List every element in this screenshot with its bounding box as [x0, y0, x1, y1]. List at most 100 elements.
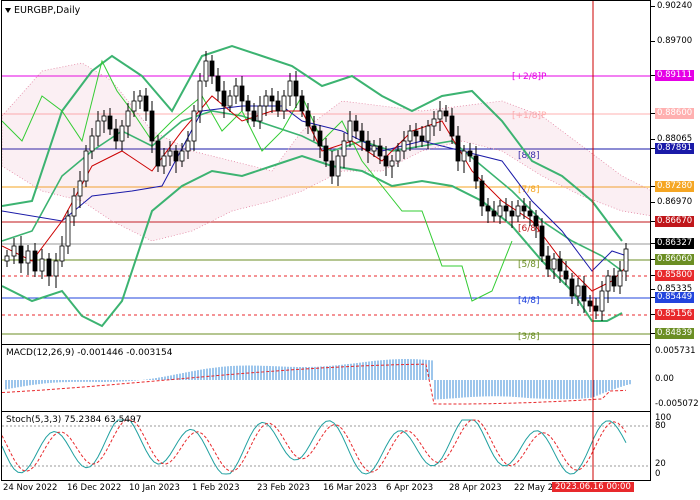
- candle-body: [257, 105, 263, 122]
- candle-body: [197, 80, 203, 112]
- candle-body: [443, 110, 449, 117]
- price-tick: [651, 148, 655, 149]
- candle-body: [617, 270, 623, 287]
- candle-body: [299, 95, 305, 112]
- candle-body: [527, 210, 533, 217]
- candle-body: [39, 258, 45, 272]
- candle-body: [101, 115, 107, 122]
- candle-body: [119, 125, 125, 142]
- candle-body: [479, 180, 485, 207]
- candle-body: [18, 245, 24, 264]
- price-label: 0.86970: [655, 197, 695, 208]
- price-label: 0.89111: [655, 70, 695, 81]
- bollinger-middle: [2, 110, 623, 272]
- stochastic-pane[interactable]: Stoch(5,3,3) 75.2384 63.5497: [1, 411, 651, 481]
- macd-signal-line: [2, 363, 627, 405]
- stoch-scale-100: 100: [655, 413, 672, 423]
- candle-body: [437, 110, 443, 120]
- price-label: 0.85335: [655, 284, 695, 295]
- candle-body: [419, 135, 425, 142]
- murrey-label: [6/8]: [518, 224, 540, 234]
- time-axis[interactable]: 24 Nov 2022 16 Dec 2022 10 Jan 2023 1 Fe…: [1, 480, 651, 500]
- bollinger-upper: [2, 44, 623, 242]
- price-tick: [651, 186, 655, 187]
- stoch-k-line: [2, 419, 627, 475]
- candle-body: [53, 260, 59, 277]
- price-scale[interactable]: 0.90240 0.89700 0.89111 0.88600 0.88065 0.878…: [651, 0, 700, 345]
- symbol-title: EURGBP,Daily: [14, 5, 81, 16]
- price-label: 0.87891: [655, 143, 695, 154]
- macd-scale: 0.005731 0.00 -0.005072: [651, 344, 700, 412]
- candle-body: [455, 135, 461, 162]
- candle-body: [221, 90, 227, 107]
- candle-body: [563, 270, 569, 280]
- candle-body: [251, 110, 257, 122]
- candle-body: [539, 225, 545, 257]
- candle-body: [371, 145, 377, 152]
- stoch-scale-0: 0: [655, 469, 661, 479]
- candle-body: [497, 205, 503, 217]
- candle-body: [245, 100, 251, 112]
- candle-body: [311, 125, 317, 132]
- price-chart-pane[interactable]: [+2/8]P[+1/8]P[8/8][7/8][6/8][5/8][4/8][…: [1, 0, 651, 345]
- murrey-label: [3/8]: [518, 332, 540, 342]
- date-label: 1 Feb 2023: [192, 483, 240, 493]
- murrey-label: [7/8]: [518, 185, 540, 195]
- candle-body: [143, 95, 149, 112]
- candle-body: [413, 130, 419, 137]
- candle-body: [335, 155, 341, 177]
- murrey-label: [+1/8]P: [512, 111, 547, 121]
- macd-scale-top: 0.005731: [655, 346, 696, 356]
- candle-body: [383, 155, 389, 167]
- price-label: 0.87280: [655, 181, 695, 192]
- stoch-scale-20: 20: [655, 459, 666, 469]
- candle-body: [317, 130, 323, 147]
- candle-body: [11, 245, 17, 257]
- candle-body: [623, 248, 629, 272]
- date-label: 22 May 2023: [514, 483, 570, 493]
- candle-body: [155, 140, 161, 167]
- candle-body: [4, 255, 10, 262]
- candle-body: [473, 155, 479, 182]
- price-tick: [651, 202, 655, 203]
- candle-body: [191, 110, 197, 142]
- candle-body: [305, 110, 311, 127]
- date-label: 28 Apr 2023: [449, 483, 502, 493]
- candle-body: [167, 150, 173, 157]
- price-label: 0.86327: [655, 238, 695, 249]
- candle-body: [203, 60, 209, 82]
- macd-pane[interactable]: MACD(12,26,9) -0.001446 -0.003154: [1, 344, 651, 412]
- candle-body: [593, 305, 599, 312]
- candle-body: [407, 130, 413, 142]
- candle-body: [233, 85, 239, 97]
- candle-body: [275, 100, 281, 112]
- price-chart-canvas: [+2/8]P[+1/8]P[8/8][7/8][6/8][5/8][4/8][…: [2, 1, 650, 344]
- price-tick: [651, 75, 655, 76]
- kijun-line: [2, 105, 628, 272]
- price-label: 0.86670: [655, 216, 695, 227]
- candle-body: [359, 130, 365, 142]
- candle-body: [485, 205, 491, 212]
- price-tick: [651, 6, 655, 7]
- date-label: 16 Mar 2023: [323, 483, 377, 493]
- candle-body: [521, 205, 527, 212]
- cursor-date-label: 2023.06.16 00:00: [552, 482, 634, 492]
- price-tick: [651, 259, 655, 260]
- candle-body: [149, 110, 155, 142]
- dropdown-arrow-icon[interactable]: [5, 8, 11, 13]
- candle-body: [575, 285, 581, 297]
- candle-body: [59, 245, 65, 262]
- candle-body: [25, 250, 31, 264]
- candle-body: [533, 215, 539, 227]
- candle-body: [605, 275, 611, 292]
- candle-body: [179, 150, 185, 162]
- macd-scale-bottom: -0.005072: [655, 399, 699, 409]
- macd-canvas: [2, 345, 631, 411]
- price-label: 0.85156: [655, 309, 695, 320]
- candle-body: [425, 125, 431, 142]
- candle-body: [461, 150, 467, 162]
- candle-body: [215, 75, 221, 92]
- candle-body: [347, 120, 353, 142]
- candle-body: [227, 95, 233, 107]
